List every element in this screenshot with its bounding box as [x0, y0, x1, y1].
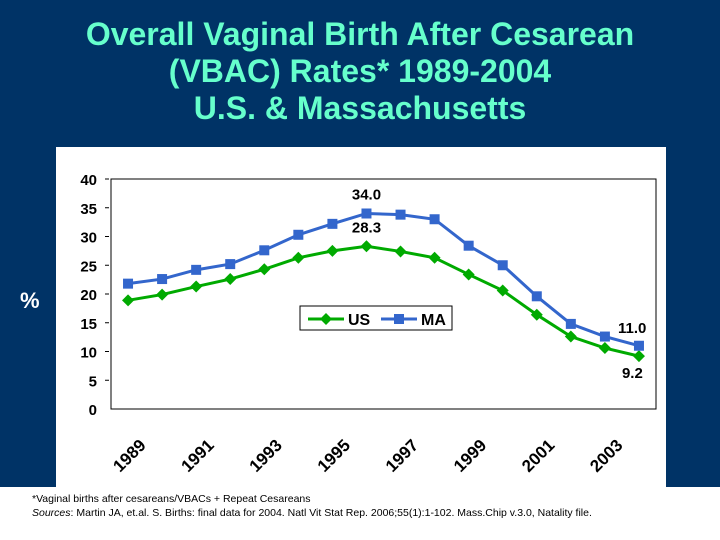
- data-point-ma: [259, 245, 270, 256]
- legend: US MA: [299, 305, 453, 331]
- data-point-us: [598, 342, 611, 355]
- data-point-us: [496, 284, 509, 297]
- y-tick-label: 25: [80, 258, 97, 275]
- data-point-ma: [293, 229, 304, 240]
- chart-title: Overall Vaginal Birth After Cesarean (VB…: [0, 16, 720, 127]
- sources-label: Sources: [32, 507, 71, 519]
- data-point-ma: [191, 264, 202, 275]
- series-line-us: [127, 244, 640, 358]
- data-point-us: [462, 268, 475, 281]
- data-label: 11.0: [618, 320, 646, 337]
- data-label: 9.2: [622, 365, 643, 382]
- series-line-ma: [127, 211, 640, 348]
- data-point-ma: [157, 274, 168, 285]
- data-point-ma: [497, 260, 508, 271]
- x-tick-label: 2001: [518, 436, 558, 476]
- y-tick-label: 10: [80, 345, 97, 362]
- x-tick-label: 2003: [586, 436, 626, 476]
- y-tick-label: 5: [89, 373, 97, 390]
- chart-svg: 0 5 10 15 20 25 30 35 40 1989 1991 1993 1995 1997 1999…: [80, 172, 657, 476]
- data-point-us: [394, 245, 407, 258]
- x-tick-label: 1999: [450, 436, 490, 476]
- title-line-2: (VBAC) Rates* 1989-2004: [168, 53, 552, 89]
- data-point-ma: [123, 278, 134, 289]
- data-point-ma: [531, 291, 542, 302]
- data-point-us: [156, 288, 169, 301]
- data-point-us: [428, 251, 441, 264]
- chart-panel: 0 5 10 15 20 25 30 35 40 1989 1991 1993 1995 1997 1999…: [56, 147, 666, 487]
- data-point-ma: [395, 209, 406, 220]
- data-point-us: [258, 263, 271, 276]
- footnote-definition: *Vaginal births after cesareans/VBACs + …: [32, 493, 311, 505]
- data-point-us: [360, 240, 373, 253]
- data-point-us: [292, 251, 305, 264]
- y-tick-label: 30: [80, 230, 97, 247]
- y-tick-label: 20: [80, 287, 97, 304]
- data-point-ma: [327, 218, 338, 229]
- title-line-3: U.S. & Massachusetts: [193, 90, 527, 126]
- data-point-ma: [599, 331, 610, 342]
- data-point-ma: [429, 214, 440, 225]
- data-point-ma: [633, 340, 644, 351]
- legend-label-us: US: [348, 312, 371, 329]
- x-tick-label: 1993: [246, 436, 286, 476]
- title-line-1: Overall Vaginal Birth After Cesarean: [85, 16, 635, 52]
- x-tick-label: 1989: [109, 436, 149, 476]
- sources-text: : Martin JA, et.al. S. Births: final dat…: [70, 507, 592, 519]
- x-tick-label: 1991: [178, 436, 218, 476]
- data-point-ma: [225, 259, 236, 270]
- data-point-us: [224, 273, 237, 286]
- footnote: *Vaginal births after cesareans/VBACs + …: [0, 487, 720, 540]
- y-tick-label: 0: [89, 402, 97, 419]
- data-point-ma: [361, 208, 372, 219]
- x-tick-label: 1997: [382, 436, 422, 476]
- data-point-us: [190, 280, 203, 293]
- data-point-ma: [565, 318, 576, 329]
- data-point-us: [326, 244, 339, 257]
- data-label: 34.0: [352, 187, 381, 204]
- data-point-ma: [463, 240, 474, 251]
- y-tick-label: 35: [80, 201, 97, 218]
- data-point-us: [122, 294, 135, 307]
- legend-marker-ma: [394, 314, 404, 324]
- data-point-us: [632, 350, 645, 363]
- y-tick-label: 15: [80, 316, 97, 333]
- y-axis-label: %: [20, 288, 40, 313]
- data-point-us: [530, 308, 543, 321]
- x-tick-label: 1995: [314, 436, 354, 476]
- footnote-sources: Sources: Martin JA, et.al. S. Births: fi…: [32, 506, 720, 520]
- data-label: 28.3: [352, 219, 381, 236]
- plot-area: [110, 178, 657, 410]
- y-tick-label: 40: [80, 172, 97, 189]
- legend-marker-us: [320, 313, 332, 325]
- legend-label-ma: MA: [421, 312, 446, 329]
- data-point-us: [564, 330, 577, 343]
